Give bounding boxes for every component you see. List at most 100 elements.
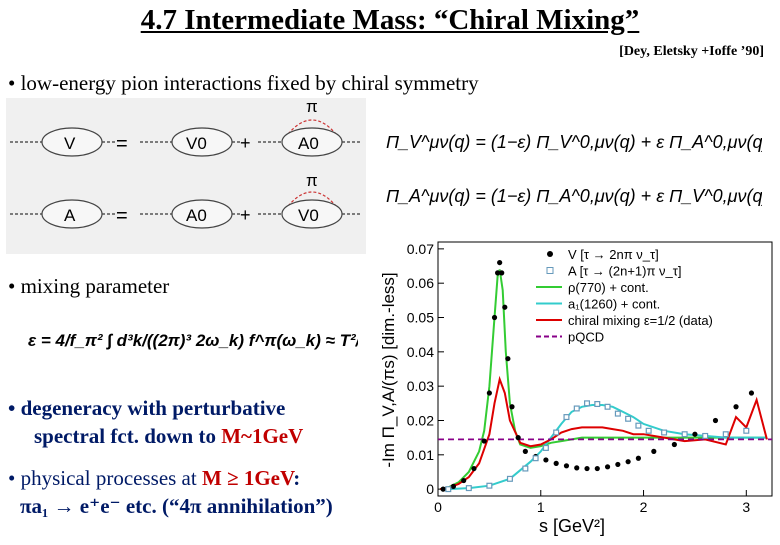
degeneracy-mass: M~1GeV [221, 424, 304, 448]
legend-label: V [τ → 2nπ ν_τ] [568, 247, 659, 262]
y-tick-label: 0.04 [407, 344, 434, 360]
y-axis-label: -Im Π_V,A/(πs) [dim.-less] [379, 272, 398, 467]
data-point-vector [594, 465, 600, 472]
bullet-mixing-parameter: • mixing parameter [8, 274, 170, 298]
legend-label: ρ(770) + cont. [568, 280, 649, 295]
diagram-equals-2: = [116, 205, 128, 227]
legend-label: pQCD [568, 330, 604, 345]
data-point-axial [506, 475, 513, 482]
diagram-row-axial: A = A0 + V0 π [10, 171, 362, 229]
data-point-vector [712, 417, 719, 424]
data-point-vector [515, 435, 521, 441]
data-point-vector [481, 438, 487, 444]
data-point-vector [563, 463, 570, 469]
data-point-vector [522, 448, 528, 454]
diagram-term-v0-2: V0 [298, 206, 319, 225]
diagram-row-vector: V = V0 + A0 π [10, 97, 362, 157]
bullet-physical-line1: • physical processes at M ≥ 1GeV: [8, 464, 333, 492]
physical-colon: : [293, 466, 301, 490]
data-point-axial [573, 405, 580, 412]
diagram-equals-1: = [116, 133, 128, 155]
bullet-physical-processes: • physical processes at M ≥ 1GeV: πa₁ → … [8, 464, 333, 520]
y-tick-label: 0.07 [407, 241, 434, 257]
bullet-chiral-symmetry: • low-energy pion interactions fixed by … [8, 71, 479, 95]
data-point-vector [505, 356, 511, 362]
data-point-axial [635, 422, 642, 429]
y-tick-label: 0.05 [407, 310, 434, 326]
equation-vector: Π_V^μν(q) = (1−ε) Π_V^0,μν(q) + ε Π_A^0,… [386, 132, 762, 152]
y-tick-label: 0.03 [407, 378, 434, 394]
data-point-axial [625, 415, 632, 422]
data-point-vector [450, 483, 457, 489]
physical-mass: M ≥ 1GeV [201, 466, 294, 490]
mixing-equations: Π_V^μν(q) = (1−ε) Π_V^0,μν(q) + ε Π_A^0,… [382, 114, 768, 224]
data-point-vector [491, 314, 498, 321]
y-tick-label: 0 [426, 481, 434, 497]
series-layer [438, 259, 772, 493]
equation-axial: Π_A^μν(q) = (1−ε) Π_A^0,μν(q) + ε Π_V^0,… [386, 186, 762, 206]
data-point-vector [471, 465, 477, 472]
data-point-vector [651, 448, 657, 454]
diagram-term-a0-2: A0 [186, 206, 207, 225]
legend: V [τ → 2nπ ν_τ] A [τ → (2n+1)π ν_τ]ρ(770)… [536, 247, 713, 345]
data-point-axial [661, 429, 668, 436]
x-tick-label: 2 [640, 499, 648, 515]
data-point-axial [542, 444, 549, 451]
data-point-vector [615, 461, 621, 468]
legend-marker [546, 267, 554, 274]
data-point-vector [625, 459, 631, 465]
diagram-plus-2: + [240, 205, 251, 225]
x-axis-label: s [GeV²] [539, 516, 605, 536]
plot-frame [437, 241, 773, 497]
bullet-degeneracy: • degeneracy with perturbative spectral … [8, 394, 303, 450]
x-tick-label: 3 [742, 499, 750, 515]
data-point-vector [692, 431, 698, 437]
y-tick-label: 0.06 [407, 275, 434, 291]
data-point-vector [461, 477, 467, 484]
diagram-term-a0: A0 [298, 134, 319, 153]
data-point-axial [594, 401, 601, 408]
data-point-axial [486, 482, 493, 489]
diagram-lhs-v: V [64, 134, 76, 153]
data-point-vector [486, 390, 492, 396]
data-point-vector [748, 390, 755, 396]
tick-layer: 0 0.01 0.02 0.03 0.04 0.05 0.06 0.07 0 1 2 3 [407, 241, 751, 515]
citation: [Dey, Eletsky +Ioffe ’90] [619, 44, 764, 59]
data-point-axial [465, 485, 472, 492]
data-point-axial [532, 455, 539, 462]
legend-label: a₁(1260) + cont. [568, 297, 660, 312]
data-point-axial [584, 400, 591, 407]
series-line [439, 375, 768, 491]
legend-label: A [τ → (2n+1)π ν_τ] [568, 264, 682, 279]
y-tick-label: 0.01 [407, 447, 434, 463]
chart-svg: 0 0.01 0.02 0.03 0.04 0.05 0.06 0.07 0 1 2 3 V [τ →… [379, 241, 773, 536]
bullet-degeneracy-line1: • degeneracy with perturbative [8, 396, 286, 420]
degeneracy-text: spectral fct. down to [34, 424, 222, 448]
data-point-vector [553, 460, 559, 466]
bullet-physical-line2: πa₁ → e⁺e⁻ etc. (“4π annihilation”) [20, 494, 333, 518]
diagram-plus-1: + [240, 133, 251, 153]
data-point-axial [743, 427, 750, 434]
data-point-vector [509, 404, 515, 410]
physical-text: • physical processes at [8, 466, 202, 490]
x-tick-label: 0 [434, 499, 442, 515]
data-point-axial [702, 432, 709, 439]
slide-title: 4.7 Intermediate Mass: “Chiral Mixing” [140, 4, 640, 36]
x-tick-label: 1 [537, 499, 545, 515]
data-point-vector [502, 304, 508, 310]
data-point-vector [495, 270, 501, 276]
diagram-pion-label-2: π [306, 171, 318, 190]
data-point-vector [733, 404, 739, 410]
mixing-parameter-equation: ε = 4/f_π² ∫ d³k/((2π)³ 2ω_k) f^π(ω_k) ≈… [28, 310, 419, 370]
data-point-axial [722, 431, 729, 438]
spectral-function-chart: 0 0.01 0.02 0.03 0.04 0.05 0.06 0.07 0 1 2 3 V [τ →… [372, 236, 780, 540]
y-tick-label: 0.02 [407, 412, 434, 428]
data-point-axial [445, 486, 452, 493]
data-point-axial [614, 410, 621, 417]
data-point-vector [440, 486, 446, 492]
data-point-axial [681, 431, 688, 438]
diagram-pion-label-1: π [306, 98, 318, 116]
data-point-vector [671, 441, 677, 448]
data-point-vector [497, 259, 503, 266]
feynman-diagrams: V = V0 + A0 π A = A0 + [10, 97, 362, 229]
